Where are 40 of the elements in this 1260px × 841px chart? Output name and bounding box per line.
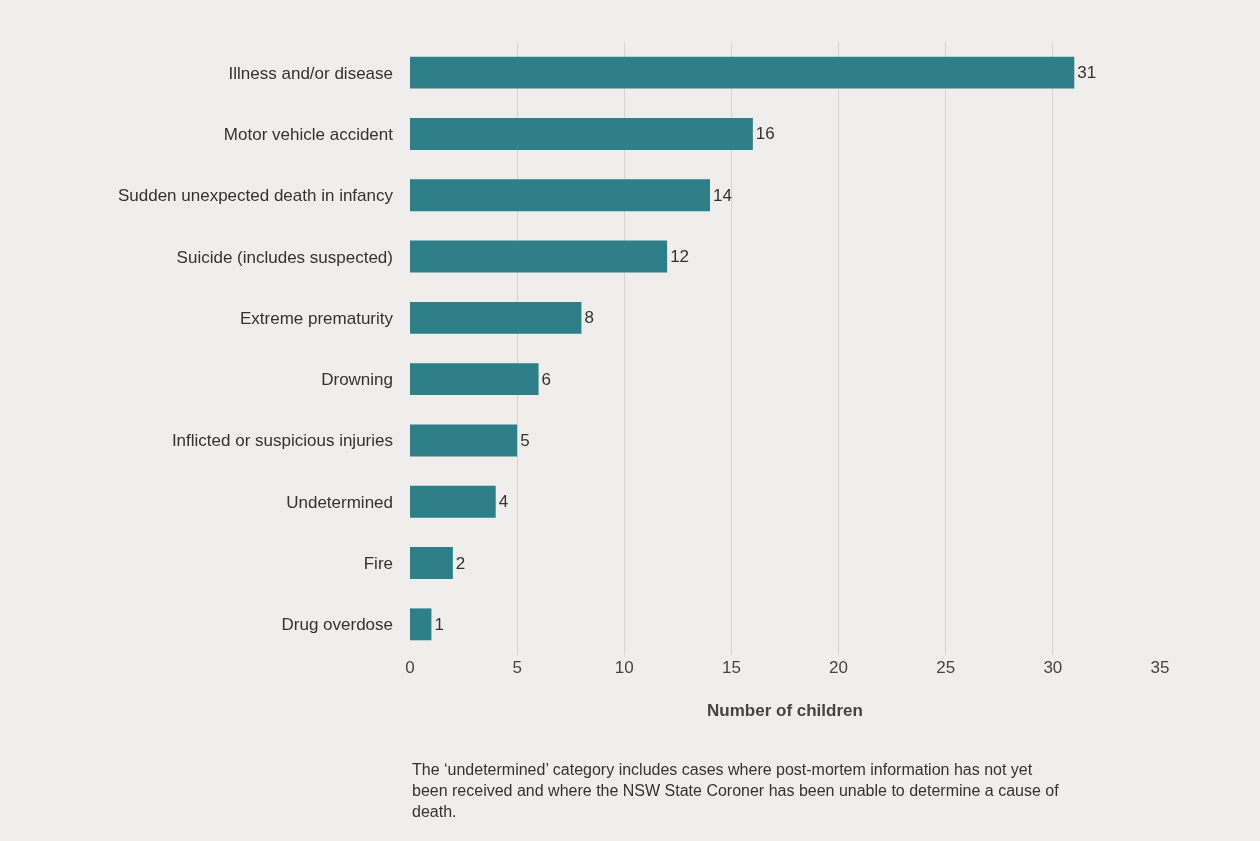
data-label: 14 [713,185,732,205]
data-label: 4 [498,492,509,512]
x-tick-label: 20 [829,658,849,677]
x-tick-label: 15 [721,658,741,677]
bar [410,179,710,212]
bar [410,240,668,273]
x-tick-label: 25 [936,658,956,677]
bar [410,608,432,641]
y-tick-label: Inflicted or suspicious injuries [171,431,393,451]
y-tick-label: Sudden unexpected death in infancy [117,186,394,206]
y-tick-label: Motor vehicle accident [223,124,394,144]
x-tick-label: 30 [1043,658,1063,677]
data-label: 1 [434,614,444,634]
x-tick-label: 10 [614,658,634,677]
y-tick-label: Illness and/or disease [228,63,393,83]
y-tick-label: Drowning [321,370,393,390]
data-label: 6 [541,369,552,389]
y-tick-label: Undetermined [286,492,393,512]
bar [410,485,496,518]
data-label: 5 [520,430,530,450]
bar [410,118,753,150]
text: The ‘undetermined’ category includes cases where post-mortem information has not yet been received and where the NSW State Coroner has been unable to determine a cause of death. [412,761,1060,820]
data-label: 2 [455,553,466,573]
bar [410,547,453,579]
bar [410,363,539,396]
y-tick-label: Fire [363,554,393,573]
data-label: 16 [755,124,775,144]
data-label: 8 [584,308,594,328]
data-label: 31 [1077,63,1097,83]
y-tick-label: Drug overdose [281,615,393,635]
x-axis-title: Number of children [707,701,863,721]
y-tick-label: Extreme prematurity [239,308,394,328]
bar [410,424,518,457]
data-label: 12 [670,247,690,267]
x-tick-label: 5 [512,658,522,677]
bar [410,301,582,334]
x-tick-label: 35 [1150,658,1170,677]
x-tick-label: 0 [405,658,415,677]
y-tick-label: Suicide (includes suspected) [176,247,393,267]
bar [410,56,1075,89]
